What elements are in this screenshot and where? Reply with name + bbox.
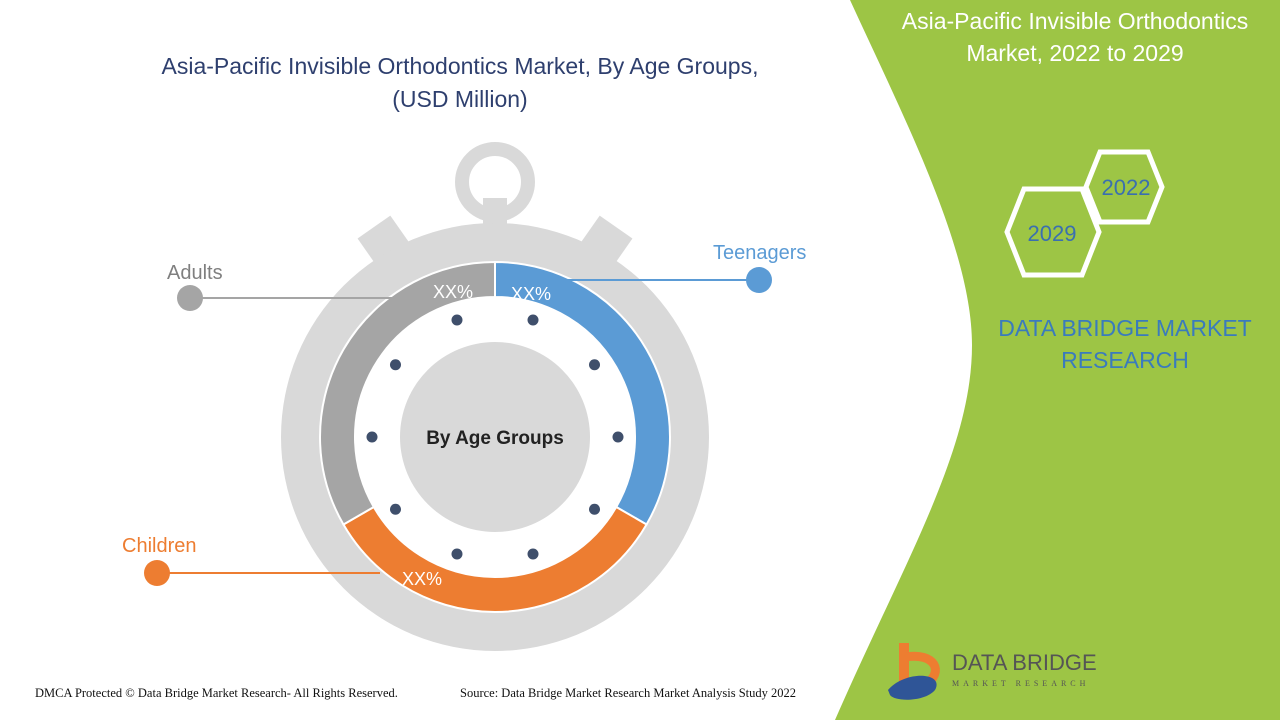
center-label: By Age Groups bbox=[426, 428, 564, 449]
dial-tick-dot bbox=[527, 548, 539, 560]
dial-tick-dot bbox=[589, 503, 601, 515]
hexagon-2029 bbox=[1004, 186, 1102, 278]
adults-marker bbox=[177, 285, 203, 311]
svg-text:DATA BRIDGE: DATA BRIDGE bbox=[952, 650, 1097, 675]
chart-title: Asia-Pacific Invisible Orthodontics Mark… bbox=[161, 53, 759, 112]
dial-tick-dot bbox=[527, 314, 539, 326]
children-value-label: XX% bbox=[402, 569, 442, 589]
svg-text:MARKET RESEARCH: MARKET RESEARCH bbox=[952, 679, 1089, 688]
children-category-label: Children bbox=[122, 535, 196, 557]
source-text: Source: Data Bridge Market Research Mark… bbox=[460, 686, 797, 700]
dial-tick-dot bbox=[589, 359, 601, 371]
data-bridge-logo: DATA BRIDGE MARKET RESEARCH bbox=[888, 643, 1097, 700]
dial-tick-dot bbox=[389, 359, 401, 371]
dial-tick-dot bbox=[612, 431, 624, 443]
side-panel-title: Asia-Pacific Invisible Orthodontics Mark… bbox=[901, 8, 1249, 66]
copyright-text: DMCA Protected © Data Bridge Market Rese… bbox=[35, 686, 398, 700]
hex-year-2022: 2022 bbox=[1102, 175, 1151, 200]
adults-value-label: XX% bbox=[433, 282, 473, 302]
children-marker bbox=[144, 560, 170, 586]
dial-tick-dot bbox=[451, 548, 463, 560]
dial-tick-dot bbox=[451, 314, 463, 326]
dial-center bbox=[400, 342, 590, 532]
hex-year-2029: 2029 bbox=[1028, 221, 1077, 246]
dial-tick-dot bbox=[366, 431, 378, 443]
teenagers-category-label: Teenagers bbox=[713, 242, 806, 264]
dial-tick-dot bbox=[389, 503, 401, 515]
teenagers-marker bbox=[746, 267, 772, 293]
adults-category-label: Adults bbox=[167, 262, 223, 284]
donut-segment-adults bbox=[319, 260, 496, 526]
brand-text: DATA BRIDGE MARKET RESEARCH bbox=[998, 315, 1252, 373]
hexagon-2022 bbox=[1083, 149, 1165, 225]
green-side-panel bbox=[835, 0, 1280, 720]
teenagers-value-label: XX% bbox=[511, 284, 551, 304]
